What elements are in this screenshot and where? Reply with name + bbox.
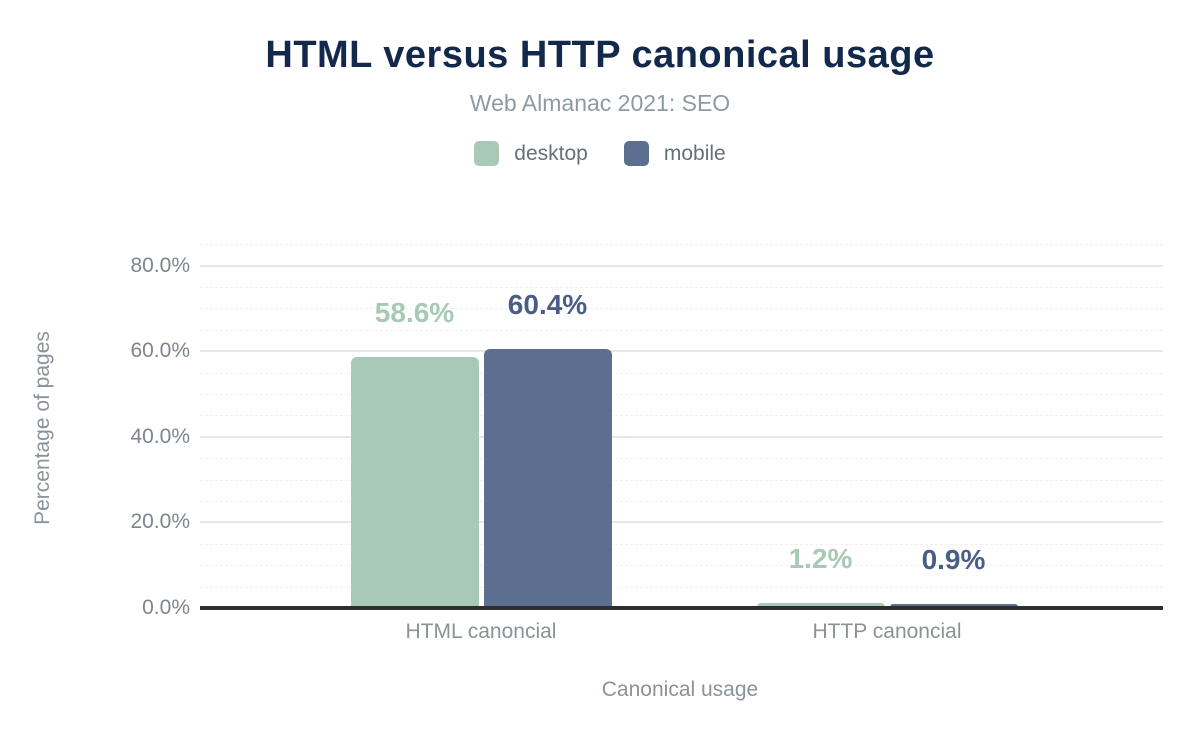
gridline-minor [200, 372, 1163, 374]
gridline-major [200, 264, 1163, 267]
category-label: HTML canoncial [405, 620, 557, 643]
bar-desktop [756, 602, 885, 607]
x-axis-title: Canonical usage [601, 678, 759, 701]
chart-title: HTML versus HTTP canonical usage [265, 34, 935, 76]
gridline-minor [200, 479, 1163, 481]
legend: desktop mobile [0, 141, 1200, 166]
bar-desktop [350, 357, 479, 607]
gridline-minor [200, 458, 1163, 460]
bar-mobile [483, 349, 612, 607]
legend-label-desktop: desktop [514, 141, 588, 165]
value-label-mobile: 60.4% [507, 289, 588, 321]
gridline-minor [200, 394, 1163, 395]
value-label-desktop: 58.6% [374, 297, 455, 329]
desktop-swatch-icon [474, 141, 500, 166]
bar-mobile [889, 604, 1018, 607]
legend-item-desktop: desktop [474, 141, 588, 166]
gridline-minor [200, 565, 1163, 567]
gridline-major [200, 521, 1163, 524]
legend-label-mobile: mobile [663, 141, 726, 165]
chart-subtitle: Web Almanac 2021: SEO [469, 90, 731, 116]
gridline-minor [200, 501, 1163, 502]
gridline-minor [200, 287, 1163, 288]
y-tick-label: 80.0% [130, 253, 190, 277]
y-tick-label: 0.0% [142, 596, 190, 619]
category-label: HTTP canoncial [812, 620, 962, 643]
gridline-minor [200, 308, 1163, 310]
gridline-minor [200, 329, 1163, 331]
gridline-minor [200, 586, 1163, 588]
gridline-minor [200, 244, 1163, 246]
y-axis-title: Percentage of pages [31, 331, 54, 525]
gridline-major [200, 435, 1163, 438]
value-label-desktop: 1.2% [788, 542, 853, 574]
gridline-minor [200, 543, 1163, 545]
legend-item-mobile: mobile [623, 141, 726, 166]
x-axis-line [200, 606, 1163, 610]
value-label-mobile: 0.9% [921, 544, 986, 576]
y-tick-label: 20.0% [130, 510, 190, 534]
gridline-minor [200, 415, 1163, 417]
y-tick-label: 60.0% [130, 339, 190, 363]
y-tick-label: 40.0% [130, 424, 190, 448]
mobile-swatch-icon [623, 141, 649, 166]
gridline-major [200, 350, 1163, 353]
